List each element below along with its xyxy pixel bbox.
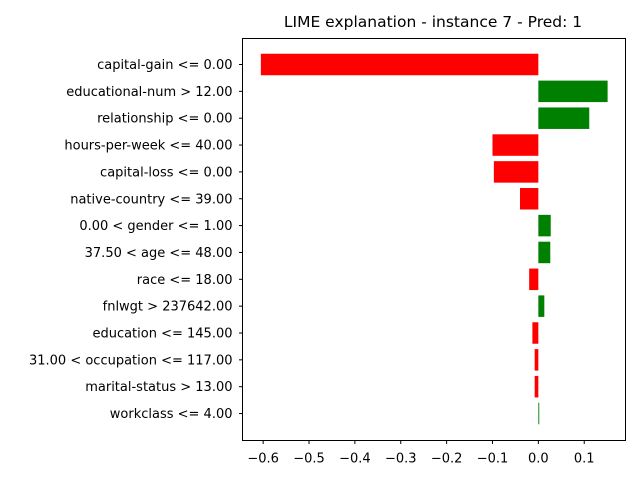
y-tick-label: capital-loss <= 0.00 — [100, 165, 232, 180]
y-tick-label: native-country <= 39.00 — [70, 192, 232, 207]
y-tick-label: education <= 145.00 — [92, 327, 232, 342]
bar-3 — [492, 134, 539, 156]
bar-5 — [520, 188, 539, 210]
bar-2 — [538, 107, 590, 129]
bar-7 — [538, 241, 551, 264]
bar-10 — [532, 322, 539, 344]
bar-6 — [538, 214, 551, 237]
y-tick-label: race <= 18.00 — [137, 273, 233, 288]
x-axis: −0.6 −0.5 −0.4 −0.3 −0.2 −0.1 0.0 0.1 — [247, 440, 595, 467]
chart-title: LIME explanation - instance 7 - Pred: 1 — [284, 13, 582, 31]
y-tick-label: educational-num > 12.00 — [66, 85, 232, 100]
y-tick-label: 37.50 < age <= 48.00 — [85, 246, 233, 261]
bar-8 — [529, 268, 539, 291]
bar-9 — [538, 295, 545, 317]
x-tick-label: 0.1 — [574, 452, 595, 467]
y-tick-label: workclass <= 4.00 — [110, 407, 233, 422]
x-tick-label: −0.3 — [385, 452, 417, 467]
y-tick-label: marital-status > 13.00 — [85, 380, 232, 395]
x-tick-label: −0.4 — [339, 452, 371, 467]
y-tick-label: fnlwgt > 237642.00 — [103, 300, 233, 315]
x-tick-label: 0.0 — [528, 452, 549, 467]
bar-1 — [538, 80, 608, 103]
x-tick-label: −0.1 — [477, 452, 509, 467]
y-tick-label: hours-per-week <= 40.00 — [64, 139, 232, 154]
x-tick-label: −0.5 — [293, 452, 325, 467]
bar-12 — [534, 375, 539, 398]
bar-4 — [493, 161, 539, 183]
y-tick-label: capital-gain <= 0.00 — [97, 58, 232, 73]
x-tick-label: −0.2 — [431, 452, 463, 467]
bar-0 — [260, 53, 539, 76]
bars-group — [260, 53, 608, 425]
plot-frame — [242, 38, 626, 441]
y-tick-labels: capital-gain <= 0.00 educational-num > 12… — [29, 58, 243, 422]
y-tick-label: 31.00 < occupation <= 117.00 — [29, 353, 233, 368]
bar-11 — [534, 349, 539, 371]
bar-13 — [538, 402, 540, 425]
y-tick-label: relationship <= 0.00 — [97, 112, 232, 127]
x-tick-label: −0.6 — [247, 452, 279, 467]
y-tick-label: 0.00 < gender <= 1.00 — [79, 219, 232, 234]
